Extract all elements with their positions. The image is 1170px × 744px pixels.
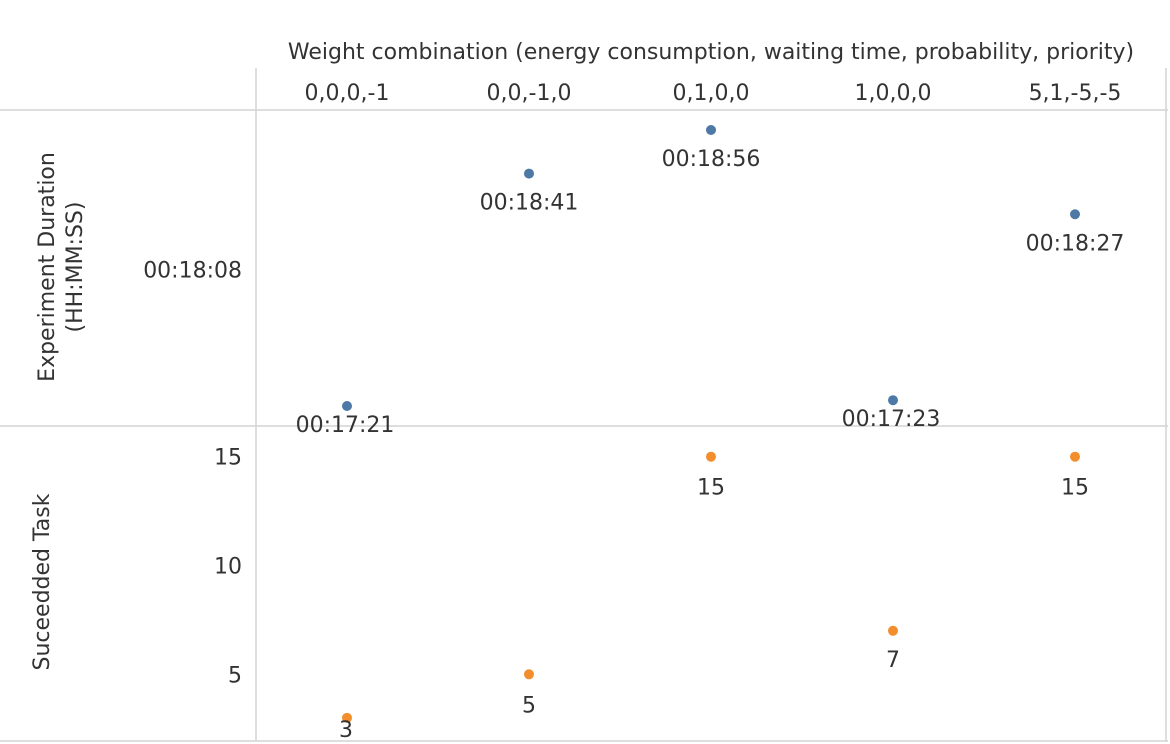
data-label: 3	[339, 718, 353, 743]
column-header-title: Weight combination (energy consumption, …	[288, 40, 1134, 65]
data-point	[524, 168, 534, 179]
y-axis-title-line: (HH:MM:SS)	[63, 202, 88, 333]
data-point	[1070, 209, 1080, 220]
data-point	[342, 712, 352, 723]
y-tick-label: 10	[214, 555, 242, 580]
y-axis-title-duration: Experiment Duration (HH:MM:SS)	[35, 152, 88, 382]
category-labels: 0,0,0,-1 0,0,-1,0 0,1,0,0 1,0,0,0 5,1,-5,-5	[305, 81, 1122, 106]
category-label: 1,0,0,0	[855, 81, 932, 106]
data-label: 5	[522, 693, 536, 718]
data-point	[706, 451, 716, 462]
data-labels: 00:17:21 00:18:41 00:18:56 00:17:23 00:18:27…	[296, 147, 1125, 743]
category-label: 5,1,-5,-5	[1029, 81, 1122, 106]
data-label: 00:18:56	[662, 147, 761, 172]
data-point	[706, 125, 716, 135]
y-tick-label: 5	[228, 663, 242, 688]
category-label: 0,1,0,0	[673, 81, 750, 106]
data-points	[342, 125, 1080, 723]
y-axis-titles: Experiment Duration (HH:MM:SS) Suceedded T…	[30, 152, 88, 670]
data-point	[1070, 451, 1080, 462]
data-label: 00:17:23	[842, 407, 941, 432]
data-point	[524, 669, 534, 680]
data-point	[888, 625, 898, 636]
data-label: 15	[1061, 476, 1089, 501]
y-tick-label: 00:18:08	[143, 258, 242, 283]
data-label: 15	[697, 476, 725, 501]
y-axis-title-line: Suceedded Task	[30, 493, 55, 670]
data-label: 00:18:27	[1026, 231, 1125, 256]
data-point	[342, 401, 352, 411]
data-label: 00:17:21	[296, 413, 395, 438]
y-axis-title-line: Experiment Duration	[35, 152, 60, 382]
category-label: 0,0,-1,0	[487, 81, 572, 106]
y-tick-labels: 00:18:08 5 10 15	[143, 258, 242, 688]
data-point	[888, 395, 898, 406]
data-label: 00:18:41	[480, 191, 579, 216]
data-label: 7	[886, 648, 900, 673]
y-axis-title-tasks: Suceedded Task	[30, 493, 55, 670]
y-tick-label: 15	[214, 446, 242, 471]
category-label: 0,0,0,-1	[305, 81, 390, 106]
